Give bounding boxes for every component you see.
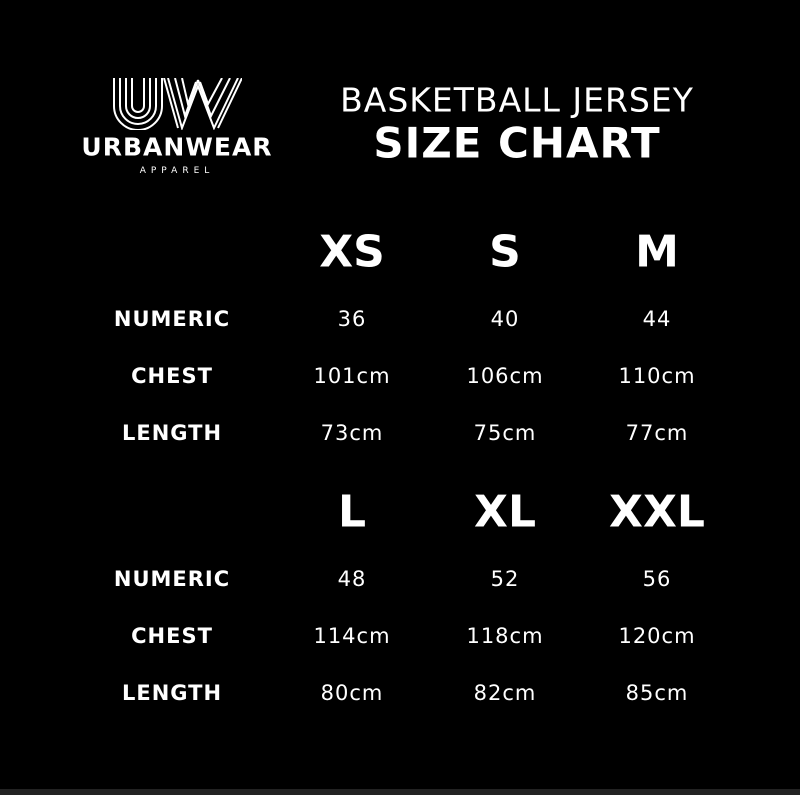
row-label-length: LENGTH bbox=[121, 681, 223, 705]
row-label-chest: CHEST bbox=[131, 364, 213, 388]
table-cell: 52 bbox=[490, 567, 520, 591]
brand-name: URBANWEAR bbox=[81, 132, 273, 162]
table-cell: 73cm bbox=[320, 421, 384, 445]
table-cell: 44 bbox=[642, 307, 672, 331]
uw-logo-mark-icon bbox=[113, 78, 242, 130]
row-label-numeric: NUMERIC bbox=[113, 567, 231, 591]
table-cell: 120cm bbox=[618, 624, 696, 648]
table-cell: 56 bbox=[642, 567, 672, 591]
table-cell: 77cm bbox=[625, 421, 689, 445]
table-cell: 106cm bbox=[466, 364, 544, 388]
table-cell: 82cm bbox=[473, 681, 537, 705]
chart-subtitle: SIZE CHART bbox=[373, 118, 661, 168]
table-cell: 110cm bbox=[618, 364, 696, 388]
table-cell: 48 bbox=[337, 567, 367, 591]
size-header-s: S bbox=[489, 226, 521, 278]
brand-tagline: APPAREL bbox=[139, 166, 215, 176]
size-header-l: L bbox=[337, 486, 367, 538]
size-header-xl: XL bbox=[474, 486, 536, 538]
table-cell: 101cm bbox=[313, 364, 391, 388]
size-header-m: M bbox=[635, 226, 679, 278]
table-cell: 114cm bbox=[313, 624, 391, 648]
table-cell: 36 bbox=[337, 307, 367, 331]
size-header-xxl: XXL bbox=[609, 486, 705, 538]
table-cell: 40 bbox=[490, 307, 520, 331]
table-cell: 80cm bbox=[320, 681, 384, 705]
bottom-margin bbox=[0, 795, 800, 800]
chart-title: BASKETBALL JERSEY bbox=[340, 80, 694, 120]
table-cell: 118cm bbox=[466, 624, 544, 648]
row-label-length: LENGTH bbox=[121, 421, 223, 445]
table-cell: 75cm bbox=[473, 421, 537, 445]
table-cell: 85cm bbox=[625, 681, 689, 705]
size-header-xs: XS bbox=[319, 226, 385, 278]
row-label-numeric: NUMERIC bbox=[113, 307, 231, 331]
bottom-border bbox=[0, 789, 800, 795]
row-label-chest: CHEST bbox=[131, 624, 213, 648]
